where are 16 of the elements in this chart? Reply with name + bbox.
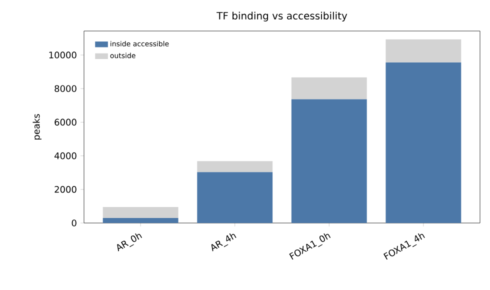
y-tick-label: 6000 (54, 118, 76, 126)
chart-title: TF binding vs accessibility (216, 12, 348, 22)
y-tick-label: 0 (72, 220, 76, 226)
bar (386, 62, 462, 223)
y-tick-label: 2000 (54, 186, 76, 193)
y-tick-label: 10000 (49, 52, 76, 58)
y-tick-label: 4000 (54, 152, 76, 160)
y-tick-label: 8000 (54, 85, 76, 92)
bar (197, 172, 273, 223)
bar (197, 161, 273, 172)
bar (291, 77, 367, 100)
bar (291, 99, 367, 223)
bar (386, 39, 462, 62)
y-axis-title: peaks (32, 114, 42, 140)
bar (102, 207, 178, 218)
bar (102, 218, 178, 223)
